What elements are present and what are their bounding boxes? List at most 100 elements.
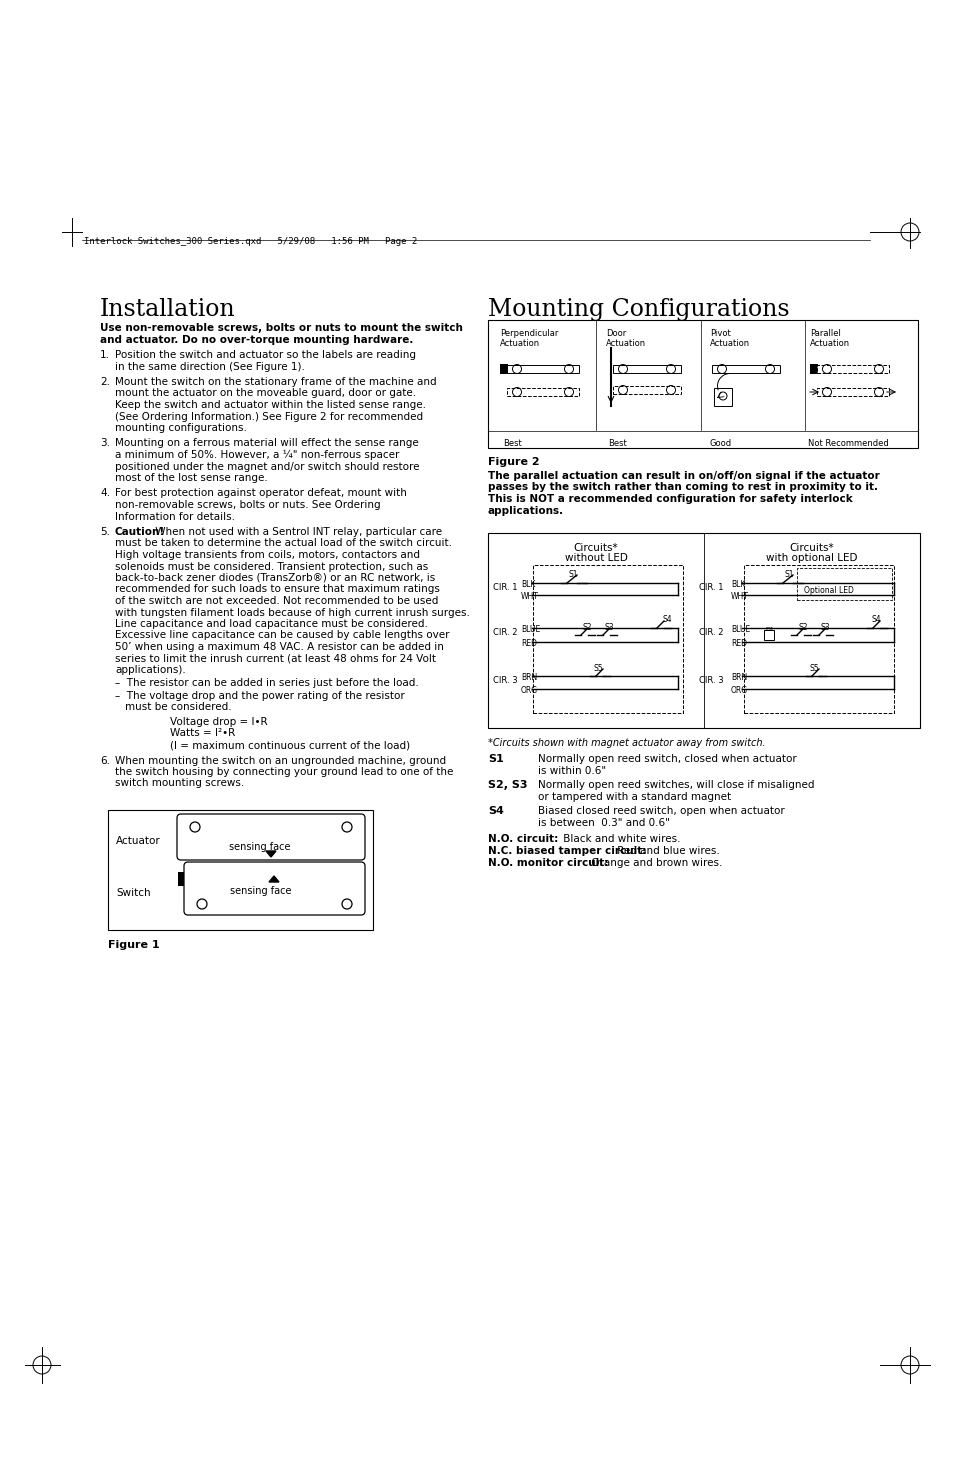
Text: applications).: applications). <box>115 665 186 676</box>
Text: without LED: without LED <box>564 553 627 563</box>
Text: Optional LED: Optional LED <box>803 586 853 594</box>
Text: WHT: WHT <box>520 591 538 600</box>
Bar <box>506 388 578 395</box>
Bar <box>809 364 817 375</box>
Text: Mounting on a ferrous material will effect the sense range: Mounting on a ferrous material will effe… <box>115 438 418 448</box>
Text: Line capacitance and load capacitance must be considered.: Line capacitance and load capacitance mu… <box>115 620 428 628</box>
Text: Normally open reed switches, will close if misaligned: Normally open reed switches, will close … <box>537 780 814 791</box>
Text: BRN: BRN <box>730 673 746 681</box>
Bar <box>763 630 773 640</box>
Bar <box>499 364 507 375</box>
Text: This is NOT a recommended configuration for safety interlock: This is NOT a recommended configuration … <box>488 494 852 504</box>
Text: Door: Door <box>605 329 625 338</box>
Text: CIR. 3: CIR. 3 <box>699 676 723 684</box>
Text: Pivot: Pivot <box>709 329 730 338</box>
Bar <box>816 364 888 373</box>
Text: and actuator. Do no over-torque mounting hardware.: and actuator. Do no over-torque mounting… <box>100 335 413 345</box>
FancyBboxPatch shape <box>184 861 365 914</box>
Bar <box>796 568 891 600</box>
Text: CIR. 1: CIR. 1 <box>699 583 722 591</box>
Text: CIR. 1: CIR. 1 <box>493 583 517 591</box>
Bar <box>713 388 731 406</box>
Text: mounting configurations.: mounting configurations. <box>115 423 247 434</box>
Text: with tungsten filament loads because of high current inrush surges.: with tungsten filament loads because of … <box>115 608 470 618</box>
Text: Perpendicular: Perpendicular <box>499 329 558 338</box>
Bar <box>506 364 578 373</box>
Text: Black and white wires.: Black and white wires. <box>559 833 679 844</box>
Text: Circuits*: Circuits* <box>573 543 618 553</box>
Text: Position the switch and actuator so the labels are reading: Position the switch and actuator so the … <box>115 350 416 360</box>
Text: Orange and brown wires.: Orange and brown wires. <box>587 858 721 867</box>
Text: switch mounting screws.: switch mounting screws. <box>115 779 244 789</box>
Text: WHT: WHT <box>730 591 748 600</box>
Text: must be considered.: must be considered. <box>125 702 232 712</box>
Text: ORG: ORG <box>730 686 747 695</box>
Text: S2, S3: S2, S3 <box>488 780 527 791</box>
Text: Not Recommended: Not Recommended <box>807 440 888 448</box>
Text: must be taken to determine the actual load of the switch circuit.: must be taken to determine the actual lo… <box>115 538 452 549</box>
Text: 50’ when using a maximum 48 VAC. A resistor can be added in: 50’ when using a maximum 48 VAC. A resis… <box>115 642 443 652</box>
Text: BLK: BLK <box>520 580 535 589</box>
Text: BLUE: BLUE <box>520 625 539 634</box>
Text: N.O. monitor circuit:: N.O. monitor circuit: <box>488 858 608 867</box>
Text: Excessive line capacitance can be caused by cable lengths over: Excessive line capacitance can be caused… <box>115 630 449 640</box>
Text: N.O. circuit:: N.O. circuit: <box>488 833 558 844</box>
Text: 5.: 5. <box>100 527 110 537</box>
Text: 1.: 1. <box>100 350 110 360</box>
Text: is between  0.3" and 0.6": is between 0.3" and 0.6" <box>537 819 669 827</box>
Text: back-to-back zener diodes (TransZorb®) or an RC network, is: back-to-back zener diodes (TransZorb®) o… <box>115 572 435 583</box>
Text: series to limit the inrush current (at least 48 ohms for 24 Volt: series to limit the inrush current (at l… <box>115 653 436 664</box>
Text: Biased closed reed switch, open when actuator: Biased closed reed switch, open when act… <box>537 805 784 816</box>
Text: –  The resistor can be added in series just before the load.: – The resistor can be added in series ju… <box>115 678 418 689</box>
Text: BRN: BRN <box>520 673 537 681</box>
Text: D1: D1 <box>764 627 773 631</box>
Text: Switch: Switch <box>116 888 151 898</box>
Text: BLK: BLK <box>730 580 744 589</box>
Text: Information for details.: Information for details. <box>115 512 234 522</box>
Text: Installation: Installation <box>100 298 235 322</box>
Text: passes by the switch rather than coming to rest in proximity to it.: passes by the switch rather than coming … <box>488 482 877 493</box>
Text: S1: S1 <box>568 569 578 580</box>
Text: N.C. biased tamper circuit:: N.C. biased tamper circuit: <box>488 847 646 856</box>
Text: S2: S2 <box>799 622 807 631</box>
FancyBboxPatch shape <box>177 814 365 860</box>
Bar <box>488 532 919 729</box>
Text: Normally open reed switch, closed when actuator: Normally open reed switch, closed when a… <box>537 754 796 764</box>
Text: Use non-removable screws, bolts or nuts to mount the switch: Use non-removable screws, bolts or nuts … <box>100 323 462 333</box>
Text: solenoids must be considered. Transient protection, such as: solenoids must be considered. Transient … <box>115 562 428 571</box>
Text: is within 0.6": is within 0.6" <box>537 766 605 776</box>
Text: BLUE: BLUE <box>730 625 749 634</box>
Text: 2.: 2. <box>100 378 110 386</box>
Text: Figure 1: Figure 1 <box>108 940 159 950</box>
Text: Best: Best <box>607 440 626 448</box>
Text: S4: S4 <box>871 615 881 624</box>
Text: *Circuits shown with magnet actuator away from switch.: *Circuits shown with magnet actuator awa… <box>488 738 765 748</box>
Text: S5: S5 <box>808 664 818 673</box>
Text: S5: S5 <box>593 664 602 673</box>
Bar <box>613 386 680 394</box>
Text: Actuation: Actuation <box>605 339 645 348</box>
Text: High voltage transients from coils, motors, contactors and: High voltage transients from coils, moto… <box>115 550 419 560</box>
Text: Caution!: Caution! <box>115 527 165 537</box>
Text: Interlock Switches_300 Series.qxd   5/29/08   1:56 PM   Page 2: Interlock Switches_300 Series.qxd 5/29/0… <box>84 237 416 246</box>
Text: of the switch are not exceeded. Not recommended to be used: of the switch are not exceeded. Not reco… <box>115 596 438 606</box>
Text: S4: S4 <box>488 805 503 816</box>
Text: Actuation: Actuation <box>499 339 539 348</box>
Text: Actuation: Actuation <box>709 339 749 348</box>
Text: recommended for such loads to ensure that maximum ratings: recommended for such loads to ensure tha… <box>115 584 439 594</box>
Text: The parallel actuation can result in on/off/on signal if the actuator: The parallel actuation can result in on/… <box>488 471 879 481</box>
Bar <box>533 565 682 712</box>
Text: S1: S1 <box>783 569 793 580</box>
Text: the switch housing by connecting your ground lead to one of the: the switch housing by connecting your gr… <box>115 767 453 777</box>
Bar <box>178 872 188 886</box>
Text: a minimum of 50%. However, a ¼" non-ferrous spacer: a minimum of 50%. However, a ¼" non-ferr… <box>115 450 399 460</box>
Text: with optional LED: with optional LED <box>765 553 857 563</box>
Text: When mounting the switch on an ungrounded machine, ground: When mounting the switch on an ungrounde… <box>115 755 446 766</box>
Text: Actuation: Actuation <box>809 339 849 348</box>
Text: S4: S4 <box>662 615 672 624</box>
Text: 6.: 6. <box>100 755 110 766</box>
Text: RED: RED <box>520 639 537 648</box>
Text: S3: S3 <box>821 622 830 631</box>
Text: or tampered with a standard magnet: or tampered with a standard magnet <box>537 792 730 802</box>
Bar <box>816 388 888 395</box>
